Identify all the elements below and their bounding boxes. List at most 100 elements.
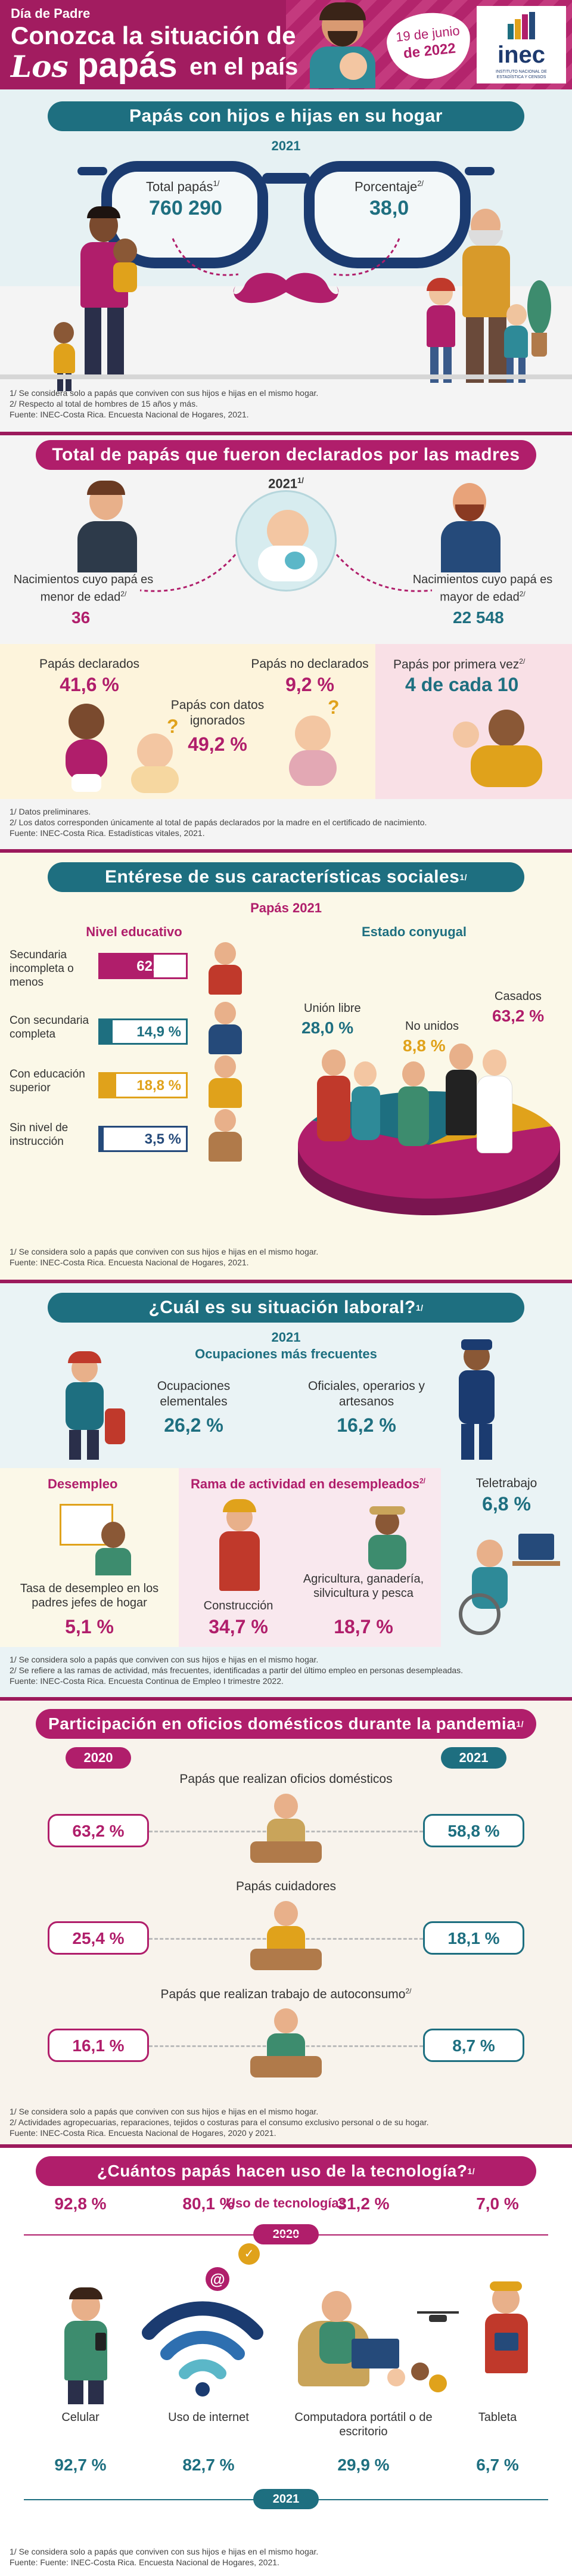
- section-papas-hogar: Papás con hijos e hijas en su hogar 2021…: [0, 89, 572, 435]
- edu-bar-fill: [100, 1074, 117, 1097]
- object: [250, 1841, 322, 1863]
- tech-value-2021: 82,7 %: [182, 2456, 235, 2474]
- note-line: Fuente: Fuente: INEC-Costa Rica. Encuest…: [10, 2558, 279, 2567]
- minor-label: Nacimientos cuyo papá es menor de edad2/: [6, 572, 161, 605]
- marital-label: Casados: [495, 990, 542, 1003]
- section3-subtitle: Papás 2021: [250, 900, 322, 915]
- tech-label: Uso de internet: [168, 2411, 249, 2424]
- floor: [0, 374, 572, 379]
- tech-value-2021: 92,7 %: [54, 2456, 107, 2474]
- porcentaje-label: Porcentaje2/: [355, 179, 424, 194]
- young-father-illustration: [72, 481, 143, 572]
- year-2020-line: [24, 2234, 548, 2236]
- edu-bar-fill: [100, 1128, 104, 1150]
- section-declarados: Total de papás que fueron declarados por…: [0, 435, 572, 853]
- note-line: 1/ Datos preliminares.: [10, 807, 91, 816]
- section2-year-text: 2021: [268, 476, 298, 491]
- domestic-illustration: [250, 1901, 322, 1973]
- section5-title-text: Participación en oficios domésticos dura…: [48, 1714, 517, 1733]
- marital-label: Unión libre: [304, 1002, 361, 1015]
- edu-label: Sin nivel de instrucción: [10, 1122, 69, 1148]
- first-time-text: Papás por primera vez: [393, 658, 520, 671]
- plant-icon: [524, 280, 554, 364]
- porcentaje-sup: 2/: [417, 179, 424, 188]
- object: [250, 2056, 322, 2077]
- head: [274, 1794, 298, 1819]
- branch-title-text: Rama de actividad en desempleados: [191, 1476, 419, 1491]
- ignored-value: 49,2 %: [188, 733, 247, 755]
- section4-year: 2021: [271, 1330, 301, 1345]
- occ-title: Ocupaciones más frecuentes: [195, 1346, 377, 1361]
- not-declared-value: 9,2 %: [285, 674, 334, 695]
- marital-title: Estado conyugal: [361, 924, 467, 939]
- value-2020: 16,1 %: [48, 2029, 149, 2062]
- edu-bar: 14,9 %: [98, 1018, 188, 1045]
- section3-title-sup: 1/: [459, 872, 468, 882]
- section6-title: ¿Cuántos papás hacen uso de la tecnologí…: [36, 2156, 536, 2186]
- agri-value: 18,7 %: [334, 1616, 393, 1637]
- children-playing-illustration: [387, 2357, 447, 2398]
- drone-icon: [417, 2309, 459, 2327]
- note-line: 1/ Se considera solo a papás que convive…: [10, 2107, 319, 2116]
- inec-logo: inec INSTITUTO NACIONAL DE ESTADÍSTICA Y…: [477, 6, 566, 83]
- edu-person-illustration: [197, 1055, 256, 1109]
- edu-value: 3,5 %: [144, 1131, 181, 1147]
- note-line: Fuente: INEC-Costa Rica. Encuesta Nacion…: [10, 1258, 249, 1267]
- title-line1: Conozca la situación de: [11, 21, 296, 49]
- note-line: 1/ Se considera solo a papás que convive…: [10, 388, 319, 398]
- section4-title-text: ¿Cuál es su situación laboral?: [148, 1298, 416, 1317]
- note-line: Fuente: INEC-Costa Rica. Encuesta Contin…: [10, 1676, 284, 1686]
- edu-person-illustration: [197, 942, 256, 996]
- edu-value: 14,9 %: [136, 1024, 181, 1040]
- head: [274, 2008, 298, 2033]
- small-title: Día de Padre: [11, 6, 91, 21]
- total-papas-text: Total papás: [146, 179, 213, 194]
- first-time-label: Papás por primera vez2/: [393, 657, 525, 672]
- section4-notes: 1/ Se considera solo a papás que convive…: [10, 1654, 463, 1686]
- body: [209, 965, 242, 995]
- edu-bar: 18,8 %: [98, 1072, 188, 1098]
- value-2020: 63,2 %: [48, 1814, 149, 1847]
- farmer-illustration: [358, 1506, 423, 1569]
- occ1-label: Ocupaciones elementales: [157, 1379, 231, 1408]
- first-time-value: 4 de cada 10: [405, 674, 519, 695]
- head: [214, 1055, 236, 1078]
- title-los: Los: [11, 49, 69, 84]
- note-line: 1/ Se considera solo a papás que convive…: [10, 2547, 319, 2556]
- edu-title: Nivel educativo: [86, 924, 182, 939]
- section6-title-text: ¿Cuántos papás hacen uso de la tecnologí…: [97, 2162, 468, 2180]
- divider: [0, 1697, 572, 1701]
- tech-label: Tableta: [478, 2411, 517, 2424]
- body: [209, 1024, 242, 1054]
- section5-title-sup: 1/: [516, 1719, 524, 1729]
- porcentaje-text: Porcentaje: [355, 179, 418, 194]
- family-left-illustration: [54, 206, 149, 394]
- tech-value-2020: 80,1 %: [182, 2194, 235, 2213]
- edu-label: Con secundaria completa: [10, 1014, 89, 1041]
- domestic-label: Papás cuidadores: [107, 1880, 465, 1894]
- major-sup: 2/: [519, 590, 526, 598]
- baby-question-illustration: ?: [125, 716, 185, 793]
- police-illustration: [453, 1339, 500, 1462]
- section2-year: 20211/: [256, 476, 316, 491]
- note-line: Fuente: INEC-Costa Rica. Encuesta Nacion…: [10, 410, 249, 419]
- tech-label: Computadora portátil o de escritorio: [294, 2411, 433, 2438]
- occ2-value: 16,2 %: [337, 1414, 396, 1436]
- like-icon: ✓: [238, 2243, 260, 2265]
- year-2021-badge: 2021: [253, 2489, 319, 2509]
- head: [274, 1901, 298, 1926]
- declared-value: 41,6 %: [60, 674, 119, 695]
- at-sign-icon: @: [206, 2267, 229, 2291]
- note-line: 2/ Respecto al total de hombres de 15 añ…: [10, 399, 198, 408]
- note-line: 2/ Actividades agropecuarias, reparacion…: [10, 2117, 429, 2127]
- domestic-label: Papás que realizan oficios domésticos: [107, 1772, 465, 1787]
- section-caracteristicas: Entérese de sus características sociales…: [0, 853, 572, 1282]
- year-2021-badge: 2021: [441, 1747, 506, 1769]
- edu-value: 18,8 %: [136, 1078, 181, 1094]
- title-en-el-pais: en el país: [189, 54, 299, 80]
- divider: [0, 849, 572, 853]
- domestic-label-sup: 2/: [405, 1987, 412, 1995]
- note-line: 1/ Se considera solo a papás que convive…: [10, 1247, 319, 1256]
- marital-value: 63,2 %: [492, 1007, 545, 1025]
- father-baby-illustration: [453, 704, 560, 793]
